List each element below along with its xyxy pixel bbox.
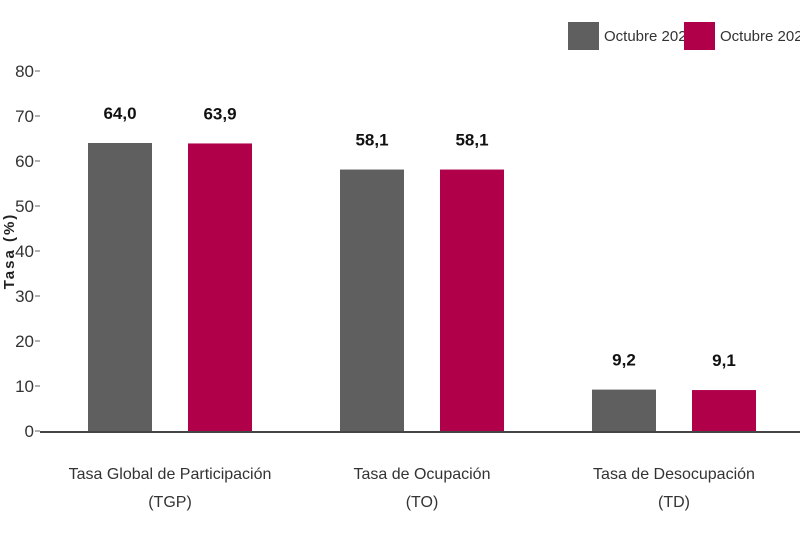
bar [188,143,252,431]
data-label: 9,1 [712,351,736,370]
legend-swatch [684,22,715,50]
bar [340,169,404,432]
legend-swatch [568,22,599,50]
y-tick-label: 20 [15,332,34,351]
x-category-label: (TD) [658,494,690,511]
y-tick-label: 60 [15,152,34,171]
data-label: 64,0 [103,104,136,123]
legend: Octubre 2023 Octubre 2024 [568,22,800,50]
data-label: 58,1 [455,131,488,150]
y-tick-label: 80 [15,62,34,81]
data-label: 63,9 [203,104,236,123]
data-labels: 64,0 63,9 58,1 58,1 9,2 9,1 [103,104,735,370]
y-tick-label: 0 [25,422,34,441]
legend-label: Octubre 2024 [720,28,800,45]
bar [592,389,656,431]
y-tick-label: 50 [15,197,34,216]
x-category-label: (TO) [406,494,439,511]
bar [88,143,152,431]
x-category-label: Tasa de Ocupación [354,466,491,483]
bar [692,390,756,431]
x-category-label: Tasa de Desocupación [593,466,755,483]
y-tick-label: 40 [15,242,34,261]
data-label: 58,1 [355,131,388,150]
x-axis: Tasa Global de Participación (TGP) Tasa de… [40,431,800,511]
y-tick-label: 30 [15,287,34,306]
y-tick-label: 70 [15,107,34,126]
data-label: 9,2 [612,351,636,370]
y-tick-label: 10 [15,377,34,396]
legend-label: Octubre 2023 [604,28,695,45]
y-axis: 0 10 20 30 40 50 60 70 80 [15,62,40,441]
y-axis-label: Tasa (%) [1,213,18,290]
bars [88,143,756,432]
x-category-label: (TGP) [148,494,192,511]
x-category-label: Tasa Global de Participación [69,466,272,483]
bar [440,169,504,432]
